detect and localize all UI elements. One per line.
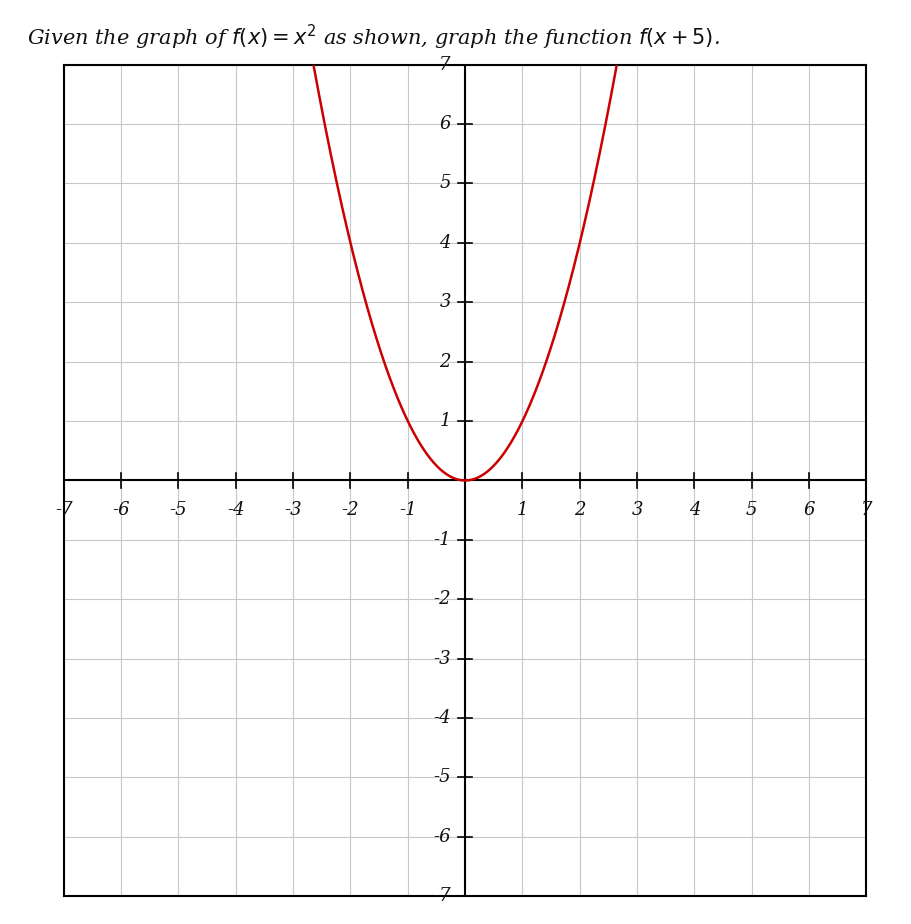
Text: -4: -4 bbox=[227, 501, 244, 519]
Text: -7: -7 bbox=[433, 887, 450, 906]
Text: 2: 2 bbox=[573, 501, 585, 519]
Text: -2: -2 bbox=[342, 501, 359, 519]
Text: 4: 4 bbox=[439, 234, 450, 252]
Text: 5: 5 bbox=[439, 175, 450, 192]
Text: 1: 1 bbox=[439, 412, 450, 430]
Text: -4: -4 bbox=[433, 709, 450, 727]
Text: -6: -6 bbox=[433, 828, 450, 845]
Text: 2: 2 bbox=[439, 353, 450, 371]
Text: -6: -6 bbox=[112, 501, 130, 519]
Text: Given the graph of $f(x) = x^2$ as shown, graph the function $f(x + 5)$.: Given the graph of $f(x) = x^2$ as shown… bbox=[27, 23, 720, 53]
Text: 6: 6 bbox=[803, 501, 814, 519]
Text: 5: 5 bbox=[745, 501, 757, 519]
Text: -3: -3 bbox=[433, 650, 450, 668]
Text: -1: -1 bbox=[433, 531, 450, 549]
Text: 3: 3 bbox=[630, 501, 642, 519]
Text: 4: 4 bbox=[688, 501, 700, 519]
Text: -7: -7 bbox=[55, 501, 73, 519]
Text: -2: -2 bbox=[433, 590, 450, 608]
Text: -1: -1 bbox=[398, 501, 416, 519]
Text: -3: -3 bbox=[284, 501, 302, 519]
Text: -5: -5 bbox=[433, 769, 450, 786]
Text: 7: 7 bbox=[439, 55, 450, 74]
Text: 6: 6 bbox=[439, 116, 450, 133]
Text: 3: 3 bbox=[439, 293, 450, 311]
Text: -5: -5 bbox=[169, 501, 187, 519]
Text: 1: 1 bbox=[517, 501, 527, 519]
Text: 7: 7 bbox=[860, 501, 871, 519]
